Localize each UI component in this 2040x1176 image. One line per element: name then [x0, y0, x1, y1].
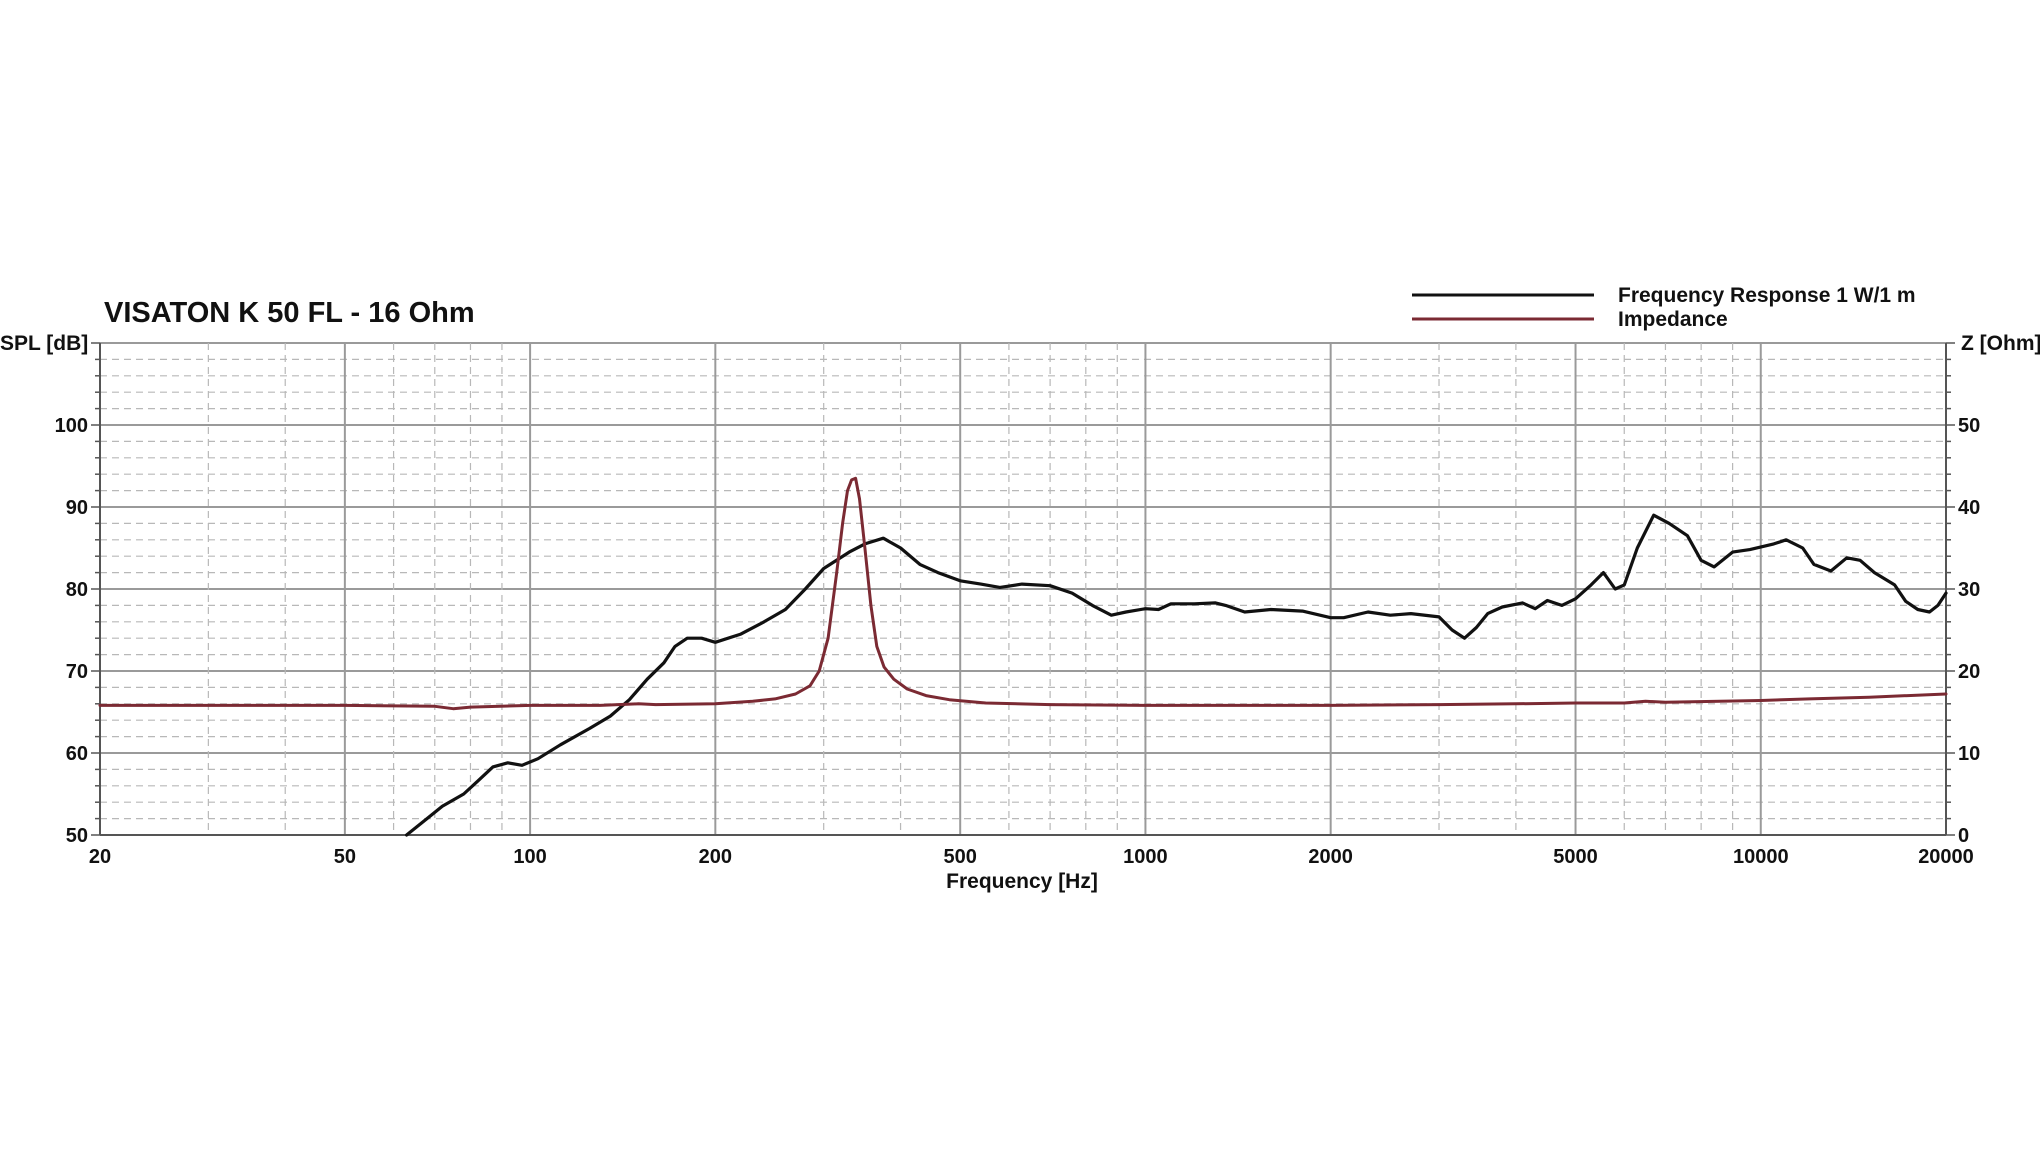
- x-tick-label: 20: [89, 846, 111, 868]
- y-right-tick-label: 20: [1958, 661, 1980, 683]
- y-right-tick-label: 10: [1958, 743, 1980, 765]
- chart-title: VISATON K 50 FL - 16 Ohm: [104, 297, 475, 329]
- x-tick-label: 500: [944, 846, 977, 868]
- y-right-tick-label: 30: [1958, 579, 1980, 601]
- x-tick-label: 20000: [1918, 846, 1974, 868]
- y-axis-label-right: Z [Ohm]: [1961, 332, 2040, 355]
- y-right-tick-label: 0: [1958, 825, 1969, 847]
- y-left-tick-label: 90: [66, 497, 88, 519]
- x-tick-label: 10000: [1733, 846, 1789, 868]
- y-axis-label-left: SPL [dB]: [0, 332, 88, 355]
- series-line-impedance: [98, 476, 1948, 711]
- series-line-frequency-response: [405, 513, 1948, 837]
- x-axis-label: Frequency [Hz]: [946, 870, 1098, 893]
- plot-series: [98, 476, 1948, 837]
- x-tick-label: 5000: [1553, 846, 1598, 868]
- x-tick-label: 200: [699, 846, 732, 868]
- y-right-tick-label: 50: [1958, 415, 1980, 437]
- plot-grid: [91, 342, 1955, 836]
- x-tick-label: 1000: [1123, 846, 1168, 868]
- x-tick-label: 2000: [1308, 846, 1353, 868]
- x-tick-label: 50: [334, 846, 356, 868]
- legend-label-impedance: Impedance: [1618, 308, 1728, 331]
- legend: Frequency Response 1 W/1 m Impedance: [1412, 284, 1916, 331]
- x-tick-label: 100: [513, 846, 546, 868]
- axis-ticks: 20 50 100 200 500 1000 2000 5000 10000 2000050607…: [55, 415, 1981, 868]
- y-left-tick-label: 70: [66, 661, 88, 683]
- y-right-tick-label: 40: [1958, 497, 1980, 519]
- y-left-tick-label: 50: [66, 825, 88, 847]
- legend-label-frequency-response: Frequency Response 1 W/1 m: [1618, 284, 1916, 307]
- y-left-tick-label: 60: [66, 743, 88, 765]
- y-left-tick-label: 100: [55, 415, 88, 437]
- y-left-tick-label: 80: [66, 579, 88, 601]
